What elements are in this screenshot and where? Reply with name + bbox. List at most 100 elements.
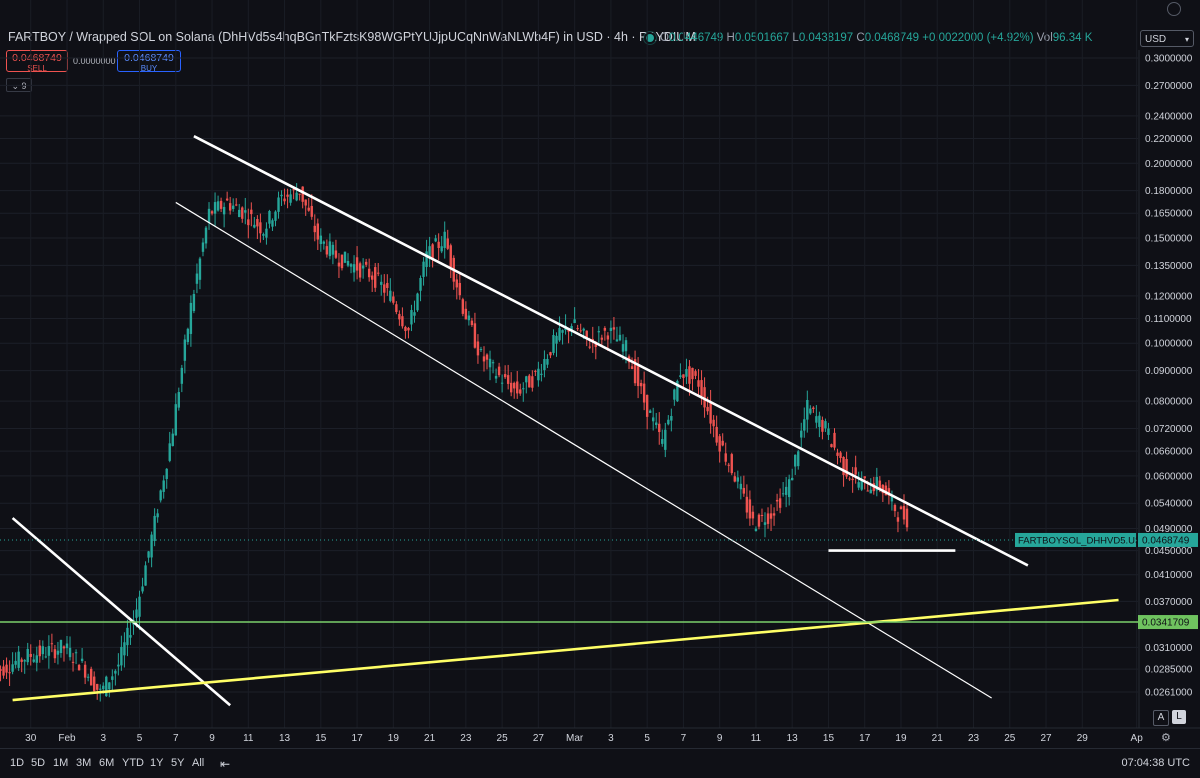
trend-line[interactable] — [175, 201, 992, 699]
symbol-price-badge — [1015, 532, 1136, 547]
candle-body — [709, 401, 712, 424]
candle-body — [364, 261, 368, 265]
candle-body — [437, 241, 440, 248]
candle-body — [902, 506, 906, 520]
candle-body — [0, 669, 2, 671]
time-tick-label: 17 — [352, 733, 364, 744]
candle-body — [265, 228, 268, 238]
time-tick-label: 21 — [424, 733, 436, 744]
candle-body — [117, 664, 120, 667]
timeframe-5y[interactable]: 5Y — [171, 757, 185, 769]
candle-body — [71, 661, 75, 663]
currency-select[interactable]: USD ▾ — [1140, 30, 1194, 47]
candle-body — [766, 513, 770, 524]
candle-body — [23, 660, 26, 662]
timeframe-ytd[interactable]: YTD — [122, 757, 144, 769]
time-tick-label: 3 — [608, 733, 614, 744]
candle-body — [319, 235, 323, 245]
price-chart[interactable]: 0.3000000 0.2700000 0.2400000 0.2200000 0.20… — [0, 0, 1200, 748]
candle-body — [866, 490, 869, 492]
candle-body — [228, 203, 232, 211]
candle-body — [304, 199, 307, 206]
trend-line[interactable] — [193, 135, 1029, 567]
candle-body — [189, 302, 193, 334]
price-tick-label: 0.0900000 — [1145, 366, 1193, 377]
auto-scale-button[interactable]: A — [1153, 710, 1169, 726]
candle-body — [207, 208, 211, 223]
candle-body — [612, 327, 616, 330]
trend-line[interactable] — [12, 598, 1119, 702]
candle-body — [775, 499, 779, 502]
candle-body — [549, 352, 552, 356]
candle-body — [286, 194, 289, 197]
candle-body — [745, 496, 749, 513]
candle-body — [162, 480, 165, 492]
calendar-range-icon[interactable]: ⇤ — [220, 757, 231, 771]
candle-body — [407, 327, 410, 331]
candle-body — [558, 328, 561, 341]
candle-body — [567, 329, 570, 332]
candle-body — [494, 375, 498, 379]
grid — [0, 0, 1138, 728]
time-tick-label: 27 — [533, 733, 545, 744]
candle-body — [283, 198, 286, 202]
timeframe-1y[interactable]: 1Y — [150, 757, 164, 769]
candle-body — [62, 646, 66, 649]
gear-icon[interactable]: ⚙ — [1161, 732, 1171, 744]
candle-body — [446, 238, 449, 249]
price-tick-label: 0.0540000 — [1145, 499, 1193, 510]
candle-body — [17, 651, 20, 668]
candle-body — [661, 439, 664, 444]
candle-body — [135, 609, 138, 618]
time-tick-label: 13 — [787, 733, 799, 744]
candle-body — [540, 373, 543, 375]
candle-body — [141, 586, 144, 592]
timeframe-all[interactable]: All — [192, 757, 205, 769]
candle-body — [434, 238, 437, 242]
candle-body — [884, 485, 888, 496]
candle-body — [875, 476, 879, 491]
time-tick-label: 7 — [173, 733, 179, 744]
price-axis[interactable]: 0.3000000 0.2700000 0.2400000 0.2200000 0.20… — [1015, 50, 1198, 728]
candle-body — [404, 326, 407, 332]
price-tick-label: 0.2400000 — [1145, 111, 1193, 122]
candle-body — [854, 467, 857, 475]
candle-body — [443, 231, 446, 248]
settings-circle-icon[interactable] — [1167, 2, 1181, 16]
candle-body — [721, 440, 724, 446]
candle-body — [129, 635, 132, 638]
time-axis[interactable]: 30 Feb 3 5 7 9 11 13 15 17 19 21 23 25 27 Mar 3 5 7 9 11 13 15… — [0, 727, 1200, 744]
candle-body — [890, 495, 894, 502]
candle-body — [14, 660, 17, 665]
candle-body — [26, 648, 29, 663]
candle-body — [597, 331, 601, 333]
candle-body — [585, 330, 588, 339]
trend-line[interactable] — [11, 517, 232, 707]
candle-body — [760, 514, 764, 516]
candle-body — [621, 344, 625, 352]
time-tick-label: 27 — [1040, 733, 1052, 744]
price-tick-label: 0.1000000 — [1145, 339, 1193, 350]
timeframe-1m[interactable]: 1M — [53, 757, 69, 769]
candle-body — [642, 383, 646, 403]
candle-body — [35, 655, 38, 663]
chevron-down-icon: ▾ — [1184, 35, 1189, 44]
price-tick-label: 0.0310000 — [1145, 643, 1193, 654]
price-tick-label: 0.2200000 — [1145, 134, 1193, 145]
timeframe-6m[interactable]: 6M — [99, 757, 115, 769]
time-tick-label: 3 — [100, 733, 106, 744]
candle-body — [863, 476, 866, 479]
log-scale-button[interactable]: L — [1172, 710, 1186, 724]
candle-body — [153, 515, 156, 541]
time-tick-label: 17 — [859, 733, 871, 744]
timeframe-3m[interactable]: 3M — [76, 757, 92, 769]
timeframe-5d[interactable]: 5D — [31, 757, 46, 769]
candle-body — [600, 337, 604, 340]
candle-body — [588, 346, 591, 348]
timeframe-1d[interactable]: 1D — [10, 757, 25, 769]
candle-body — [68, 647, 72, 658]
price-tick-label: 0.1100000 — [1145, 314, 1192, 325]
candle-body — [392, 296, 395, 303]
candle-body — [231, 205, 235, 209]
candle-body — [138, 596, 141, 617]
